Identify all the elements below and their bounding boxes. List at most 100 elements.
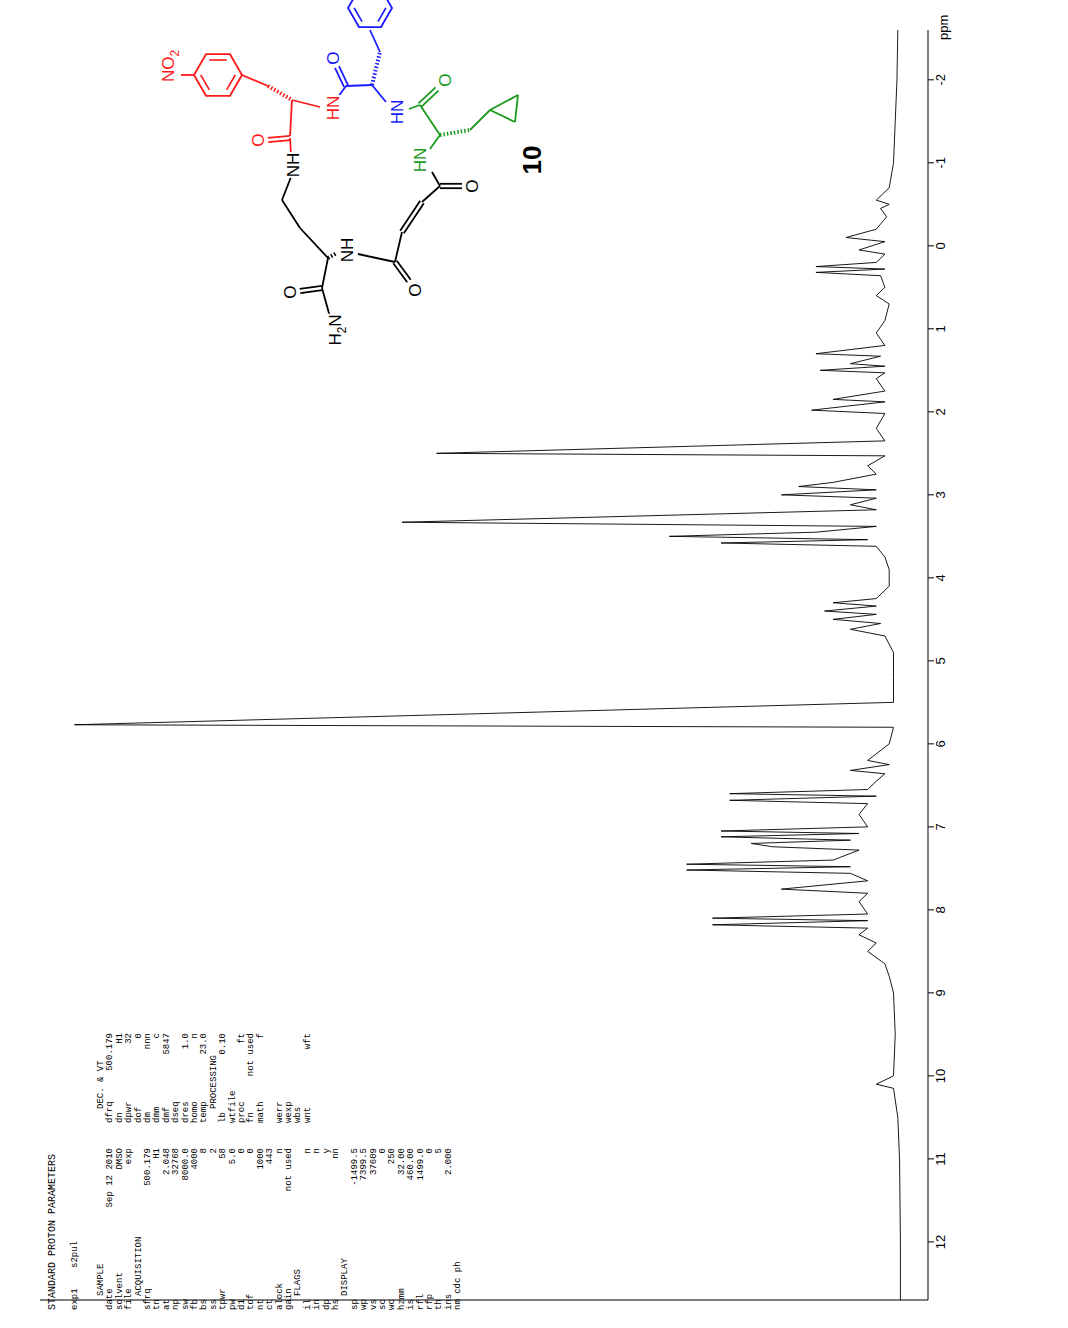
svg-text:O: O xyxy=(406,283,425,296)
html-text:ss: ss xyxy=(208,1299,219,1310)
html-text:5.0: 5.0 xyxy=(227,1148,238,1165)
html-text:wnt: wnt xyxy=(302,1106,313,1123)
svg-text:6: 6 xyxy=(933,740,948,747)
html-text:lb: lb xyxy=(218,1112,229,1123)
svg-text:HN: HN xyxy=(411,148,430,173)
html-text:0.10: 0.10 xyxy=(218,1033,229,1055)
html-text:file: file xyxy=(124,1288,135,1310)
svg-text:7: 7 xyxy=(933,823,948,830)
svg-text:-1: -1 xyxy=(933,157,948,169)
html-text:ACQUISITION: ACQUISITION xyxy=(133,1236,144,1296)
html-text:date: date xyxy=(105,1288,116,1310)
svg-text:NO2: NO2 xyxy=(159,50,183,83)
svg-text:HN: HN xyxy=(388,100,407,125)
svg-text:O: O xyxy=(324,51,343,64)
html-text:32: 32 xyxy=(124,1033,135,1044)
svg-text:O: O xyxy=(436,73,455,86)
html-text:H1: H1 xyxy=(114,1033,125,1044)
svg-text:O: O xyxy=(463,179,482,192)
svg-text:HN: HN xyxy=(324,96,343,121)
html-text:37609: 37609 xyxy=(368,1148,379,1175)
html-text:5847: 5847 xyxy=(161,1033,172,1055)
html-text:vs: vs xyxy=(368,1299,379,1310)
html-text:il: il xyxy=(302,1299,313,1310)
html-text:dpwr: dpwr xyxy=(124,1101,135,1123)
svg-text:0: 0 xyxy=(933,242,948,249)
html-text:werr: werr xyxy=(274,1101,285,1123)
svg-text:NH: NH xyxy=(284,153,303,178)
svg-text:11: 11 xyxy=(933,1152,948,1166)
html-text:np: np xyxy=(171,1299,182,1310)
html-text:500.179: 500.179 xyxy=(105,1033,116,1071)
html-text:in: in xyxy=(312,1299,323,1310)
html-text:exp: exp xyxy=(124,1148,135,1165)
html-text:DISPLAY: DISPLAY xyxy=(340,1258,351,1296)
html-text:58: 58 xyxy=(218,1148,229,1159)
html-text:dof: dof xyxy=(133,1106,144,1123)
svg-text:12: 12 xyxy=(933,1235,948,1249)
html-text:wft: wft xyxy=(302,1033,313,1050)
html-text:ppm: ppm xyxy=(936,14,951,40)
html-text:-1499.5: -1499.5 xyxy=(349,1148,360,1186)
html-text:math: math xyxy=(255,1101,266,1123)
html-text:tpwr: tpwr xyxy=(218,1288,229,1310)
html-text:tof: tof xyxy=(246,1293,257,1310)
html-text:250: 250 xyxy=(387,1148,398,1165)
svg-text:O: O xyxy=(281,285,300,298)
html-text:DMSO: DMSO xyxy=(114,1148,125,1170)
svg-text:9: 9 xyxy=(933,989,948,996)
html-text:PROCESSING: PROCESSING xyxy=(208,1055,219,1109)
html-text:hzmm: hzmm xyxy=(396,1288,407,1310)
html-text:not used: not used xyxy=(246,1033,257,1077)
html-text:dmm: dmm xyxy=(152,1106,163,1123)
html-text:dseq: dseq xyxy=(171,1101,182,1123)
html-text:dres: dres xyxy=(180,1101,191,1123)
html-text:tn: tn xyxy=(152,1299,163,1310)
html-text:7399.5: 7399.5 xyxy=(359,1148,370,1181)
svg-text:8: 8 xyxy=(933,906,948,913)
html-text:1.0: 1.0 xyxy=(180,1033,191,1050)
html-text:wtfile: wtfile xyxy=(227,1090,238,1123)
svg-text:10: 10 xyxy=(933,1069,948,1083)
html-text:dp: dp xyxy=(321,1299,332,1310)
html-text:Sep 12 2010: Sep 12 2010 xyxy=(105,1148,116,1208)
svg-text:3: 3 xyxy=(933,491,948,498)
html-text:ct: ct xyxy=(265,1299,276,1310)
html-text:STANDARD PROTON PARAMETERS: STANDARD PROTON PARAMETERS xyxy=(47,1154,58,1310)
html-text:1000: 1000 xyxy=(255,1148,266,1170)
html-text:FLAGS: FLAGS xyxy=(293,1269,304,1296)
svg-text:NH: NH xyxy=(338,238,357,263)
html-text:pw: pw xyxy=(227,1299,238,1310)
html-text:bs: bs xyxy=(199,1299,210,1310)
html-text:nt: nt xyxy=(255,1299,266,1310)
svg-text:10: 10 xyxy=(517,146,547,175)
html-text:dn: dn xyxy=(114,1112,125,1123)
svg-text:4: 4 xyxy=(933,574,948,581)
svg-text:2: 2 xyxy=(933,408,948,415)
html-text:alock: alock xyxy=(274,1283,285,1310)
html-text:fn: fn xyxy=(246,1112,257,1123)
html-text:dmf: dmf xyxy=(161,1106,172,1123)
html-text:wp: wp xyxy=(359,1299,370,1310)
html-text:2.048: 2.048 xyxy=(161,1148,172,1175)
html-text:H1: H1 xyxy=(152,1148,163,1159)
html-text:32768: 32768 xyxy=(171,1148,182,1175)
svg-text:H2N: H2N xyxy=(326,314,350,345)
html-text:wbs: wbs xyxy=(293,1106,304,1123)
html-text:8000.0: 8000.0 xyxy=(180,1148,191,1181)
svg-text:O: O xyxy=(249,133,268,146)
html-text:at: at xyxy=(161,1299,172,1310)
svg-text:1: 1 xyxy=(933,325,948,332)
html-text:sw: sw xyxy=(180,1299,191,1310)
html-text:solvent: solvent xyxy=(114,1272,125,1310)
html-text:is: is xyxy=(406,1299,417,1310)
html-text:dfrq: dfrq xyxy=(105,1101,116,1123)
html-text:sp: sp xyxy=(349,1299,360,1310)
html-text:23.0: 23.0 xyxy=(199,1033,210,1055)
html-text:temp: temp xyxy=(199,1101,210,1123)
html-text:32.00: 32.00 xyxy=(396,1148,407,1175)
html-text:wc: wc xyxy=(387,1299,398,1310)
html-text:443: 443 xyxy=(265,1148,276,1165)
svg-text:-2: -2 xyxy=(933,74,948,86)
svg-text:5: 5 xyxy=(933,657,948,664)
